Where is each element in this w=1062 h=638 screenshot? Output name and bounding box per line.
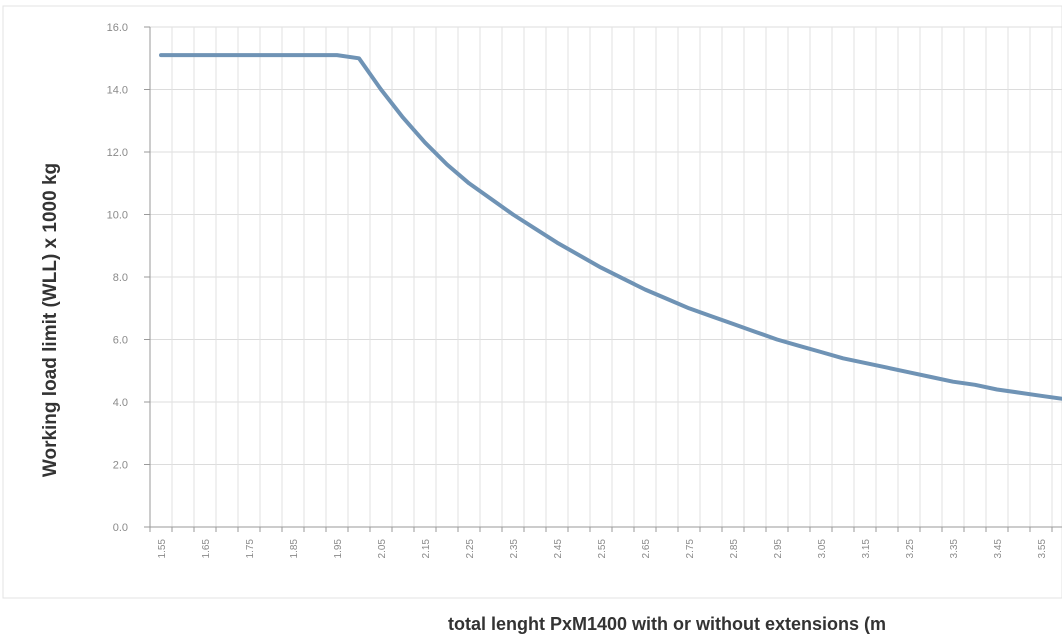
axes xyxy=(144,26,1062,532)
x-tick-label: 2.85 xyxy=(729,539,740,559)
x-tick-label: 2.45 xyxy=(553,539,564,559)
x-tick-label: 3.25 xyxy=(905,539,916,559)
y-tick-label: 4.0 xyxy=(113,397,128,409)
x-axis-title: total lenght PxM1400 with or without ext… xyxy=(448,614,886,634)
x-tick-label: 2.25 xyxy=(465,539,476,559)
y-tick-label: 16.0 xyxy=(107,22,128,34)
x-tick-label: 2.15 xyxy=(421,539,432,559)
y-tick-label: 8.0 xyxy=(113,272,128,284)
x-tick-label: 2.65 xyxy=(641,539,652,559)
y-tick-label: 12.0 xyxy=(107,147,128,159)
x-tick-label: 1.65 xyxy=(201,539,212,559)
gridlines xyxy=(149,26,1062,528)
y-tick-label: 2.0 xyxy=(113,460,128,472)
x-axis-tick-labels: 1.55 1.65 1.75 1.85 1.95 2.05 2.15 2.25 2.35 2.45… xyxy=(157,539,1048,559)
x-tick-label: 2.05 xyxy=(377,539,388,559)
y-axis-title: Working load limit (WLL) x 1000 kg xyxy=(40,163,61,477)
x-tick-label: 2.35 xyxy=(509,539,520,559)
y-tick-label: 14.0 xyxy=(107,85,128,97)
x-tick-label: 1.55 xyxy=(157,539,168,559)
x-tick-label: 1.85 xyxy=(289,539,300,559)
x-tick-label: 1.75 xyxy=(245,539,256,559)
x-tick-label: 3.35 xyxy=(949,539,960,559)
y-tick-label: 0.0 xyxy=(113,522,128,534)
x-tick-label: 3.55 xyxy=(1037,539,1048,559)
x-tick-label: 2.75 xyxy=(685,539,696,559)
x-tick-label: 2.95 xyxy=(773,539,784,559)
y-tick-label: 6.0 xyxy=(113,335,128,347)
x-tick-label: 3.15 xyxy=(861,539,872,559)
y-axis-tick-labels: 0.0 2.0 4.0 6.0 8.0 10.0 12.0 14.0 16.0 xyxy=(107,22,128,534)
y-tick-label: 10.0 xyxy=(107,210,128,222)
series-lines xyxy=(159,53,1062,401)
x-tick-label: 3.05 xyxy=(817,539,828,559)
wll-series-line xyxy=(159,53,1062,401)
x-tick-label: 2.55 xyxy=(597,539,608,559)
x-tick-label: 1.95 xyxy=(333,539,344,559)
chart-border xyxy=(2,5,1062,599)
x-tick-label: 3.45 xyxy=(993,539,1004,559)
